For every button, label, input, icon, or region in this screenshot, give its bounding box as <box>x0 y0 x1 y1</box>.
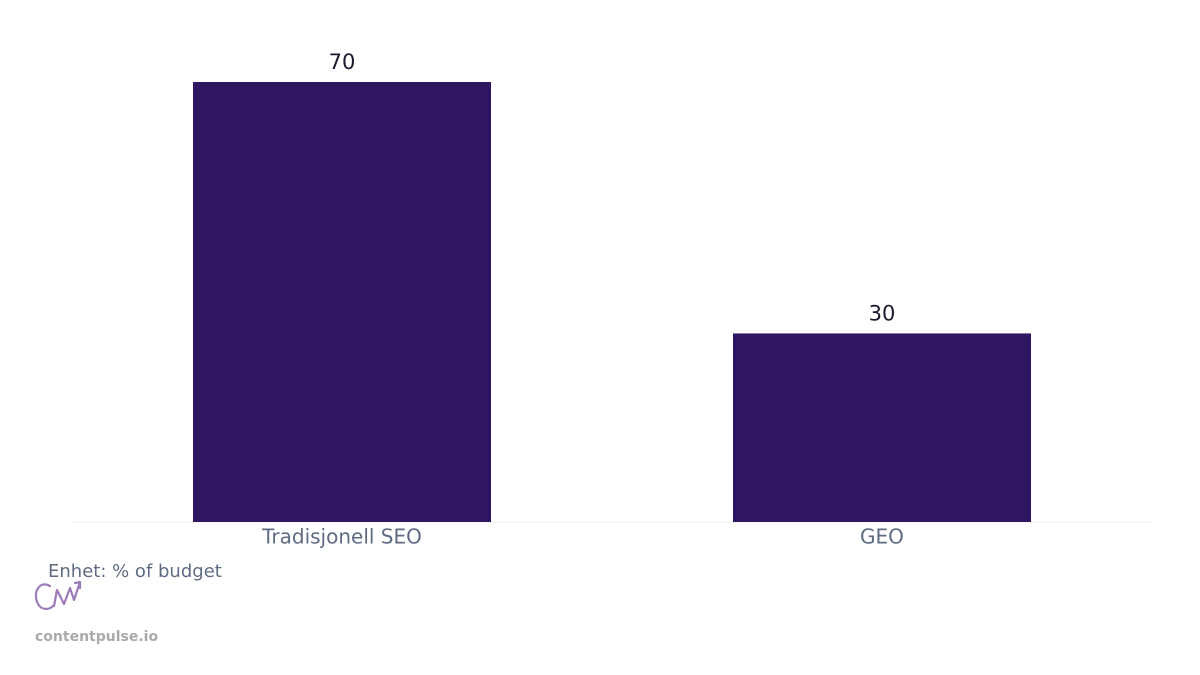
value-label: 30 <box>869 301 896 325</box>
unit-note: Enhet: % of budget <box>48 561 222 582</box>
logo <box>34 580 82 611</box>
bar <box>193 82 491 522</box>
watermark: contentpulse.io <box>35 629 158 645</box>
value-label: 70 <box>329 50 356 74</box>
x-tick-label: GEO <box>860 525 904 549</box>
x-tick-label: Tradisjonell SEO <box>261 525 422 549</box>
bar <box>733 333 1031 522</box>
